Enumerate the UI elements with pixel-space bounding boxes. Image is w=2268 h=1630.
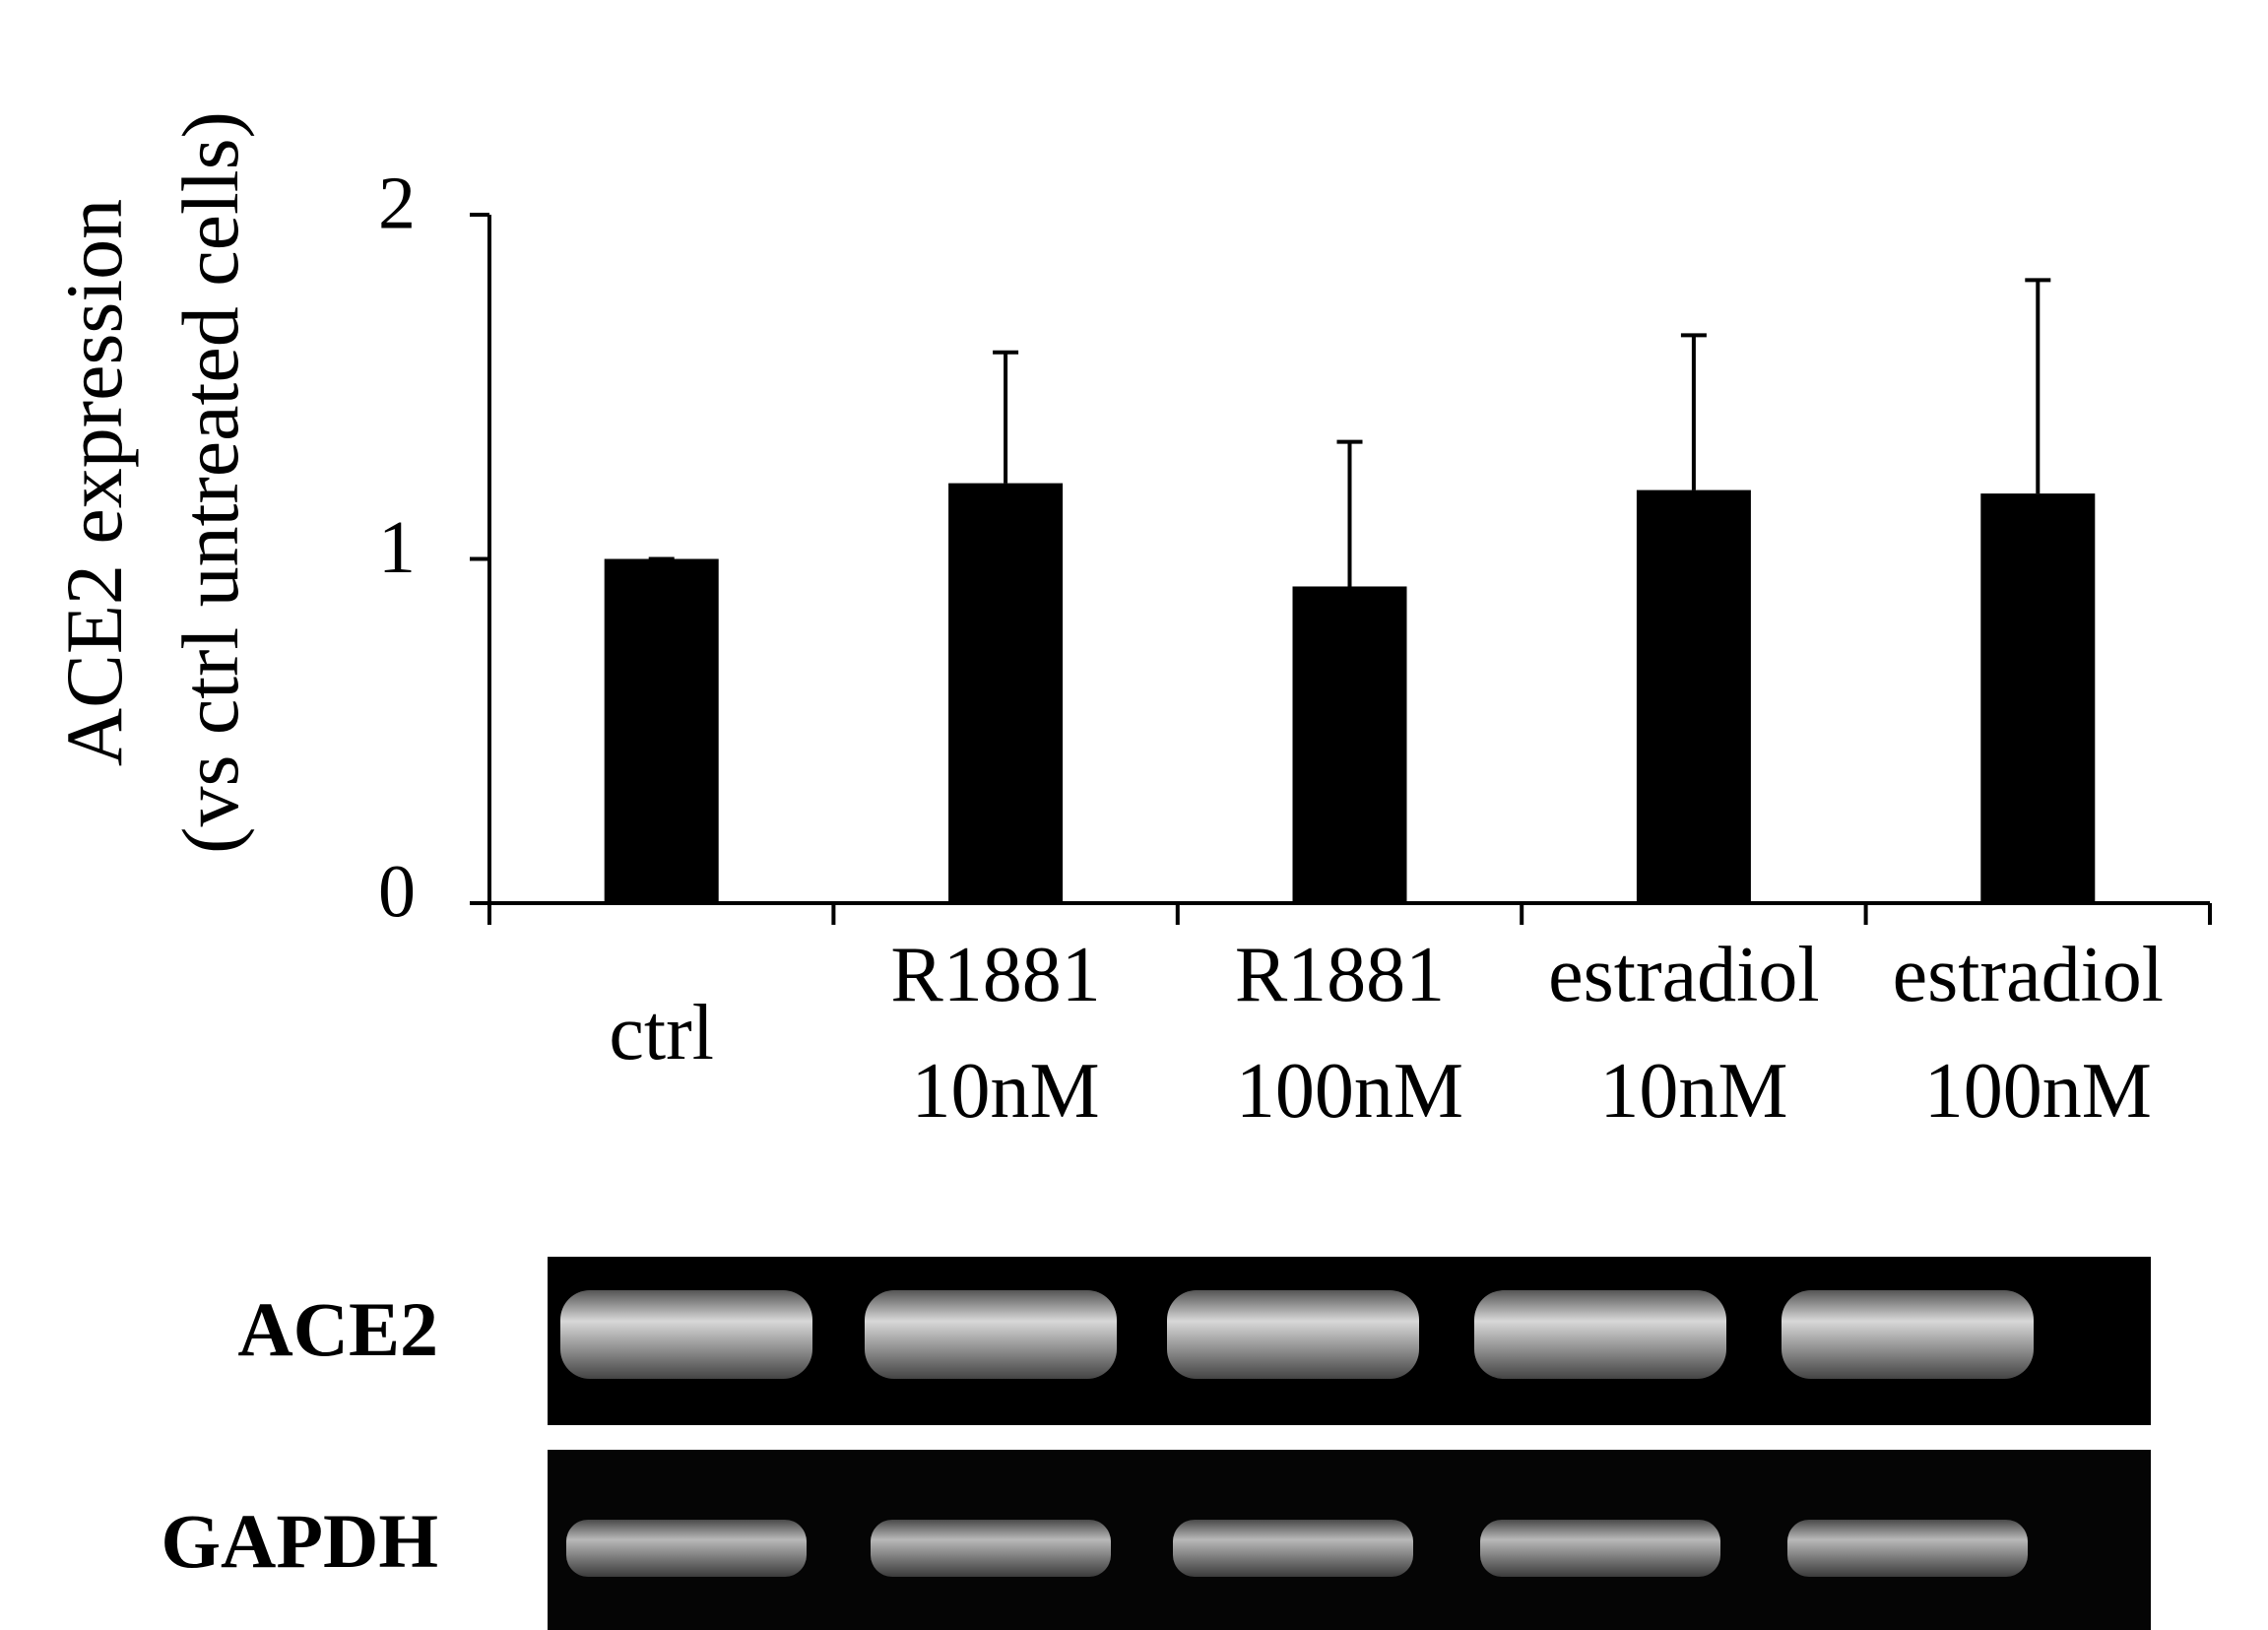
error-bar bbox=[1680, 333, 1707, 490]
y-axis-label-line: ACE2 expression bbox=[49, 199, 139, 766]
bar bbox=[948, 483, 1064, 903]
gel-band bbox=[871, 1520, 1111, 1577]
y-axis-label: ACE2 expression (vs ctrl untreated cells… bbox=[49, 111, 255, 854]
x-tick-label: R1881 10nM bbox=[890, 932, 1120, 1135]
gel-band bbox=[1480, 1520, 1720, 1577]
bar bbox=[1292, 586, 1407, 903]
gel-band bbox=[560, 1290, 812, 1379]
gel-band bbox=[1474, 1290, 1726, 1379]
blot-label: ACE2 bbox=[237, 1286, 438, 1372]
x-tick-label: estradiol 100nM bbox=[1893, 932, 2183, 1135]
gel-band bbox=[1787, 1520, 2028, 1577]
bar bbox=[604, 558, 719, 903]
x-tick-label: R1881 100nM bbox=[1235, 932, 1464, 1135]
error-bar bbox=[1336, 439, 1363, 587]
y-tick-label: 0 bbox=[378, 850, 416, 933]
y-axis-label-line: (vs ctrl untreated cells) bbox=[165, 111, 255, 854]
gel-band bbox=[566, 1520, 807, 1577]
gel-band bbox=[865, 1290, 1117, 1379]
y-tick-label: 1 bbox=[378, 506, 416, 589]
bar bbox=[1980, 493, 2096, 903]
x-tick-label: estradiol 10nM bbox=[1548, 932, 1839, 1135]
gel-band bbox=[1173, 1520, 1413, 1577]
x-tick-label: ctrl bbox=[609, 990, 714, 1076]
gel-band bbox=[1782, 1290, 2034, 1379]
gel-band bbox=[1167, 1290, 1419, 1379]
y-tick-label: 2 bbox=[378, 162, 416, 244]
error-bar bbox=[2025, 278, 2051, 494]
bar bbox=[1636, 489, 1751, 903]
gel-bands bbox=[560, 1290, 2034, 1577]
blot-label: GAPDH bbox=[161, 1498, 438, 1584]
error-bar bbox=[993, 350, 1019, 484]
